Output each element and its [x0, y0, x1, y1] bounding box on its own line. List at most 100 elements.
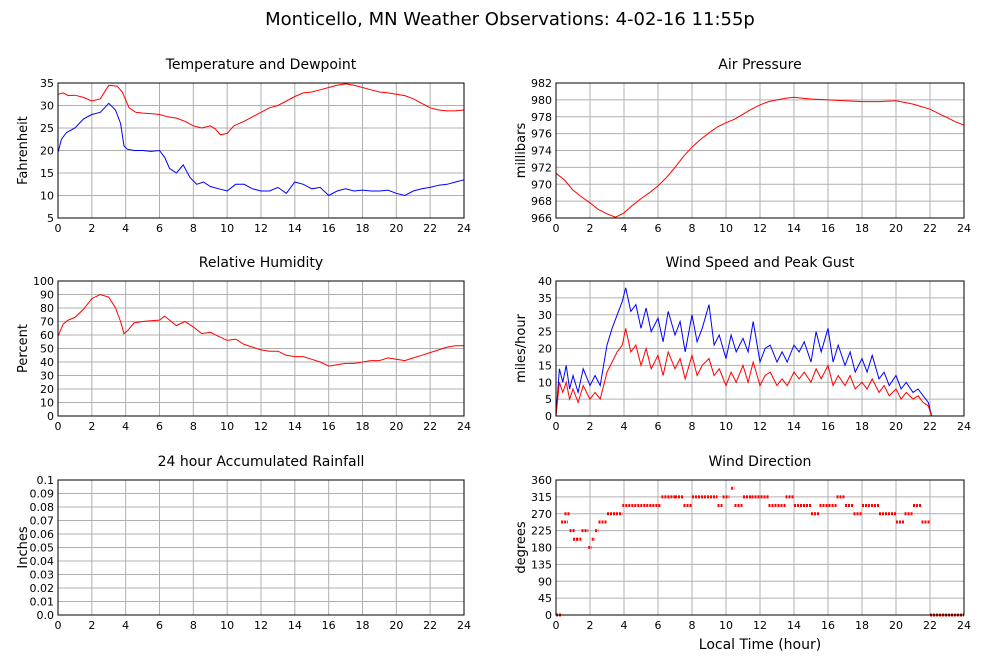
x-tick-label: 10: [220, 420, 234, 433]
y-axis-label: Inches: [16, 526, 31, 568]
wind-direction-chart: 0 2 4 6 8 10 12 14 16 18 20 22 240459013518022527031…: [514, 454, 971, 653]
y-tick-label: 30: [538, 309, 552, 322]
x-tick-label: 14: [787, 619, 801, 632]
plot-frame: [555, 82, 965, 219]
x-tick-label: 2: [88, 619, 95, 632]
y-tick-label: 25: [40, 122, 54, 135]
x-tick-label: 8: [190, 619, 197, 632]
x-tick-label: 4: [122, 222, 129, 235]
plot-frame: [57, 280, 465, 417]
y-tick-label: 0: [47, 410, 54, 423]
x-tick-label: 6: [655, 222, 662, 235]
y-tick-label: 0.02: [30, 582, 55, 595]
x-tick-label: 16: [821, 619, 835, 632]
y-tick-label: 10: [538, 376, 552, 389]
x-tick-label: 24: [957, 619, 971, 632]
y-axis-label: Percent: [16, 324, 31, 373]
y-tick-label: 0.05: [30, 542, 55, 555]
y-tick-label: 25: [538, 326, 552, 339]
series-line: [57, 293, 464, 367]
series-line: [555, 328, 964, 417]
x-tick-label: 10: [719, 619, 733, 632]
x-tick-label: 10: [220, 222, 234, 235]
main-title: Monticello, MN Weather Observations: 4-0…: [265, 9, 755, 30]
x-tick-label: 20: [889, 619, 903, 632]
x-tick-label: 18: [356, 222, 370, 235]
plot-frame: [555, 479, 965, 616]
y-tick-label: 90: [538, 575, 552, 588]
y-tick-label: 20: [40, 145, 54, 158]
y-tick-label: 0.07: [30, 515, 55, 528]
x-tick-label: 20: [889, 222, 903, 235]
x-tick-label: 12: [753, 420, 767, 433]
chart-title: Relative Humidity: [199, 255, 323, 271]
y-axis-label: millibars: [514, 123, 529, 179]
series-line: [57, 83, 465, 136]
x-tick-label: 20: [889, 420, 903, 433]
x-axis-label: Local Time (hour): [699, 637, 821, 653]
x-tick-label: 4: [122, 619, 129, 632]
x-tick-label: 12: [753, 619, 767, 632]
wind-speed-gust-chart: 0 2 4 6 8 10 12 14 16 18 20 22 240510152025303540Win…: [514, 255, 971, 433]
x-tick-label: 6: [156, 222, 163, 235]
series-line: [555, 96, 965, 218]
x-tick-label: 24: [457, 222, 471, 235]
y-tick-label: 80: [40, 302, 54, 315]
series-line: [555, 287, 964, 417]
y-tick-label: 0.0: [37, 609, 55, 622]
y-tick-label: 976: [531, 128, 552, 141]
x-tick-label: 12: [254, 222, 268, 235]
air-pressure-chart: 0 2 4 6 8 10 12 14 16 18 20 22 249669689709729749769…: [514, 57, 971, 235]
x-tick-label: 2: [587, 420, 594, 433]
chart-title: 24 hour Accumulated Rainfall: [158, 454, 365, 470]
x-tick-label: 10: [719, 222, 733, 235]
plot-frame: [57, 479, 465, 616]
y-axis-label: miles/hour: [514, 313, 529, 382]
x-tick-label: 12: [753, 222, 767, 235]
x-tick-label: 8: [190, 222, 197, 235]
y-tick-label: 0: [545, 609, 552, 622]
y-tick-label: 10: [40, 397, 54, 410]
y-tick-label: 982: [531, 77, 552, 90]
y-tick-label: 974: [531, 145, 552, 158]
relative-humidity-chart: 0 2 4 6 8 10 12 14 16 18 20 22 240102030405060708090…: [16, 255, 471, 433]
accumulated-rainfall-chart: 0 2 4 6 8 10 12 14 16 18 20 22 240.00.010.020.030.04…: [16, 454, 471, 632]
chart-title: Temperature and Dewpoint: [165, 57, 357, 73]
y-tick-label: 360: [531, 474, 552, 487]
x-tick-label: 12: [254, 420, 268, 433]
y-tick-label: 5: [545, 393, 552, 406]
x-tick-label: 24: [457, 619, 471, 632]
temperature-dewpoint-chart: 0 2 4 6 8 10 12 14 16 18 20 22 245101520253035Temper…: [16, 57, 471, 235]
y-tick-label: 970: [531, 178, 552, 191]
y-tick-label: 980: [531, 94, 552, 107]
x-tick-label: 20: [389, 420, 403, 433]
y-tick-label: 0.03: [30, 569, 55, 582]
y-tick-label: 60: [40, 329, 54, 342]
x-tick-label: 22: [423, 222, 437, 235]
x-tick-label: 0: [55, 420, 62, 433]
x-tick-label: 0: [553, 222, 560, 235]
y-tick-label: 30: [40, 100, 54, 113]
x-tick-label: 6: [655, 420, 662, 433]
y-tick-label: 20: [538, 343, 552, 356]
x-tick-label: 8: [689, 619, 696, 632]
y-tick-label: 180: [531, 542, 552, 555]
y-tick-label: 45: [538, 592, 552, 605]
y-tick-label: 20: [40, 383, 54, 396]
y-tick-label: 0.06: [30, 528, 55, 541]
x-tick-label: 22: [923, 420, 937, 433]
x-tick-label: 16: [322, 222, 336, 235]
x-tick-label: 6: [156, 420, 163, 433]
y-tick-label: 100: [33, 275, 54, 288]
y-tick-label: 15: [538, 359, 552, 372]
y-tick-label: 50: [40, 343, 54, 356]
x-tick-label: 14: [288, 222, 302, 235]
x-tick-label: 18: [855, 420, 869, 433]
y-tick-label: 10: [40, 190, 54, 203]
x-tick-label: 22: [923, 619, 937, 632]
y-axis-label: Fahrenheit: [16, 116, 31, 185]
series-line: [57, 102, 465, 197]
y-tick-label: 35: [538, 292, 552, 305]
x-tick-label: 22: [923, 222, 937, 235]
x-tick-label: 4: [621, 222, 628, 235]
